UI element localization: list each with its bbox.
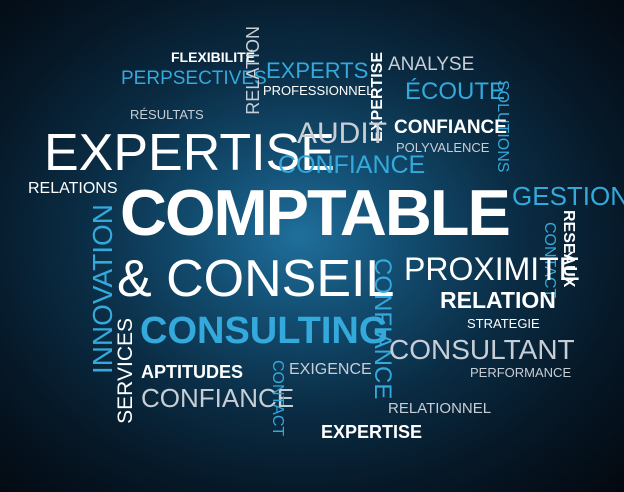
word-comptable: COMPTABLE [120,176,511,249]
word-confiance-bottom: CONFIANCE [141,383,295,413]
word-relation: RELATION [440,287,556,313]
word-relations: RELATIONS [28,180,118,197]
word-confiance-top: CONFIANCE [394,117,507,138]
word-contact-right: CONTACT [541,222,558,299]
word-consulting: CONSULTING [140,310,389,352]
word-reseaux: RESEAUX [560,210,577,288]
word-confiance-vertical: CONFIANCE [369,258,396,400]
word-expertise-bottom: EXPERTISE [321,422,423,442]
word-aptitudes: APTITUDES [141,362,244,382]
word-gestion: GESTION [512,181,624,211]
word-relation-vertical: RELATION [243,26,263,115]
word-polyvalence: POLYVALENCE [396,140,490,155]
word-relationnel: RELATIONNEL [388,400,492,417]
word-solutions: SOLUTIONS [494,80,511,173]
word-exigence: EXIGENCE [289,361,372,378]
word-perpsectives: PERPSECTIVES [121,68,267,89]
word-professionnel: PROFESSIONNEL [263,83,374,98]
word-analyse: ANALYSE [388,54,475,75]
word-proximite: PROXIMITÉ [404,251,581,287]
word-performance: PERFORMANCE [470,365,572,380]
word-strategie: STRATEGIE [467,316,540,331]
word-flexibilite: FLEXIBILITÉ [171,49,255,65]
word-services: SERVICES [114,318,137,424]
word-resultats: RÉSULTATS [130,107,204,122]
word-audit: AUDIT [297,117,387,150]
word-confiance-blue: CONFIANCE [278,151,426,179]
word-expertise-big: EXPERTISE [44,124,335,182]
word-contact-bottom: CONTACT [269,360,286,437]
word-ecoute: ÉCOUTE [405,78,506,105]
word-consultant: CONSULTANT [389,334,575,365]
word-experts: EXPERTS [266,58,369,83]
word-conseil: & CONSEIL [117,250,395,308]
word-innovation: INNOVATION [87,204,118,375]
